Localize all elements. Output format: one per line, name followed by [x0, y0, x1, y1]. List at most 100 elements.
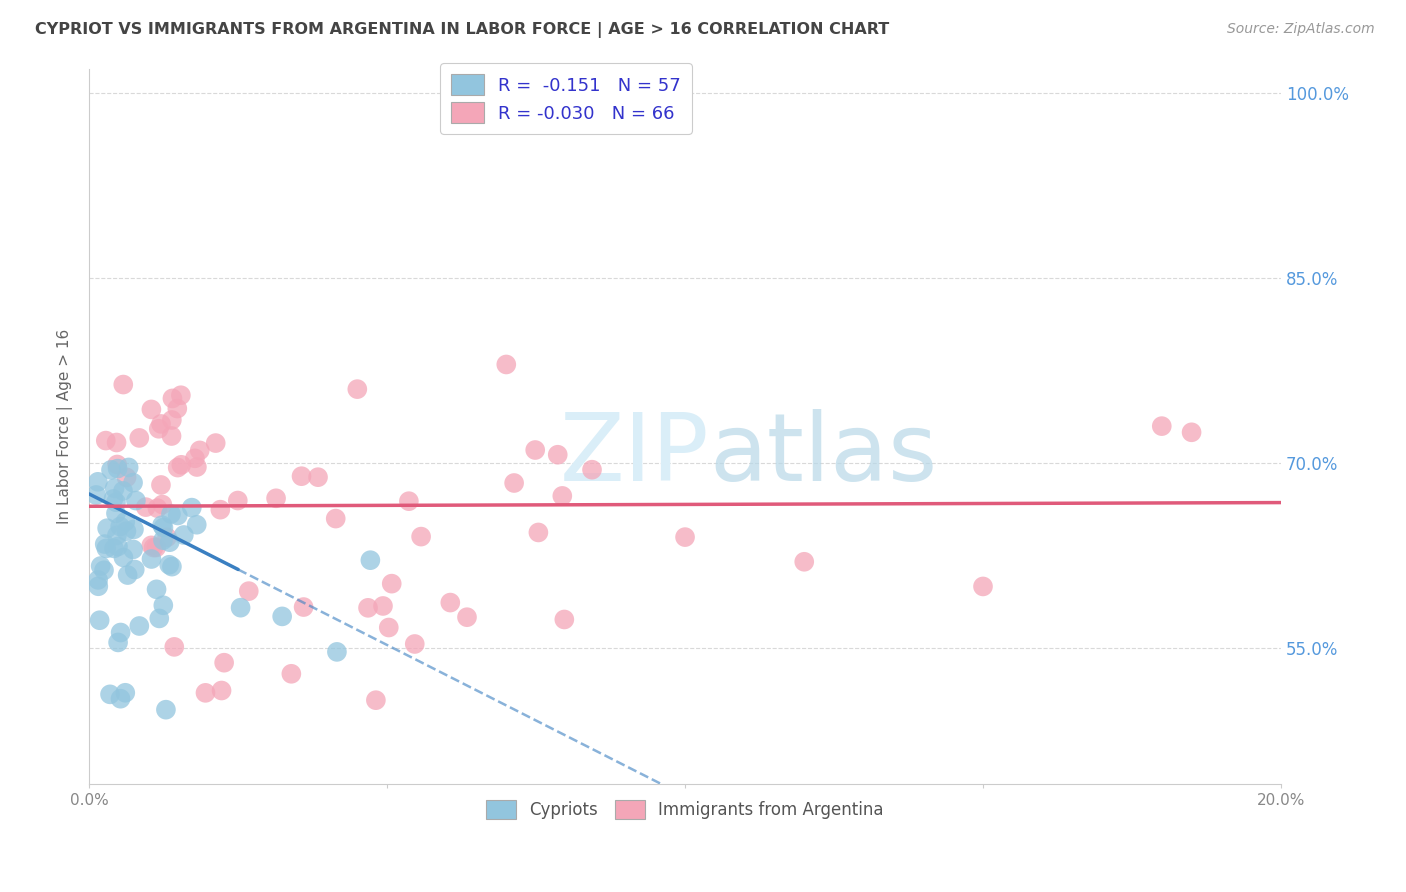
Point [150, 417, 173, 431]
Point [163, 640, 186, 654]
Point [186, 517, 208, 532]
Point [346, 382, 368, 396]
Point [152, 533, 174, 548]
Point [307, 470, 329, 484]
Point [105, 495, 128, 509]
Point [184, 451, 207, 466]
Point [972, 579, 994, 593]
Point [364, 693, 387, 707]
Point [155, 703, 177, 717]
Point [524, 442, 547, 457]
Point [229, 600, 252, 615]
Point [359, 553, 381, 567]
Point [103, 491, 125, 506]
Point [146, 501, 169, 516]
Point [110, 691, 132, 706]
Point [371, 599, 394, 613]
Point [793, 555, 815, 569]
Point [188, 443, 211, 458]
Point [148, 611, 170, 625]
Point [149, 478, 172, 492]
Point [128, 431, 150, 445]
Point [209, 502, 232, 516]
Point [141, 402, 163, 417]
Point [107, 540, 129, 554]
Point [378, 620, 401, 634]
Point [117, 568, 139, 582]
Point [404, 637, 426, 651]
Point [115, 470, 138, 484]
Point [103, 541, 125, 556]
Point [150, 518, 173, 533]
Point [166, 401, 188, 416]
Point [212, 656, 235, 670]
Text: ZIP: ZIP [560, 409, 709, 500]
Point [104, 481, 127, 495]
Point [145, 582, 167, 597]
Point [150, 498, 173, 512]
Point [1150, 419, 1173, 434]
Point [170, 388, 193, 402]
Point [108, 519, 131, 533]
Point [162, 392, 184, 406]
Point [114, 515, 136, 529]
Point [411, 530, 433, 544]
Point [290, 469, 312, 483]
Point [125, 493, 148, 508]
Point [160, 429, 183, 443]
Point [117, 460, 139, 475]
Point [128, 619, 150, 633]
Point [553, 612, 575, 626]
Point [495, 358, 517, 372]
Point [186, 460, 208, 475]
Point [105, 458, 128, 472]
Point [238, 584, 260, 599]
Point [159, 535, 181, 549]
Point [160, 413, 183, 427]
Point [326, 645, 349, 659]
Point [166, 460, 188, 475]
Point [439, 596, 461, 610]
Point [96, 521, 118, 535]
Point [581, 463, 603, 477]
Point [148, 422, 170, 436]
Point [170, 458, 193, 472]
Point [107, 635, 129, 649]
Point [166, 508, 188, 523]
Point [357, 600, 380, 615]
Point [142, 541, 165, 555]
Point [503, 475, 526, 490]
Point [226, 493, 249, 508]
Legend: Cypriots, Immigrants from Argentina: Cypriots, Immigrants from Argentina [479, 793, 890, 825]
Point [264, 491, 287, 506]
Point [104, 507, 127, 521]
Point [105, 528, 128, 542]
Point [112, 377, 135, 392]
Point [90, 559, 112, 574]
Point [115, 524, 138, 538]
Point [527, 525, 550, 540]
Point [271, 609, 294, 624]
Point [160, 559, 183, 574]
Point [87, 573, 110, 587]
Point [89, 613, 111, 627]
Point [87, 579, 110, 593]
Point [1180, 425, 1202, 440]
Text: CYPRIOT VS IMMIGRANTS FROM ARGENTINA IN LABOR FORCE | AGE > 16 CORRELATION CHART: CYPRIOT VS IMMIGRANTS FROM ARGENTINA IN … [35, 22, 890, 38]
Point [107, 461, 129, 475]
Point [110, 625, 132, 640]
Point [112, 550, 135, 565]
Point [204, 436, 226, 450]
Point [135, 500, 157, 515]
Point [173, 528, 195, 542]
Point [98, 687, 121, 701]
Point [141, 538, 163, 552]
Point [145, 541, 167, 555]
Point [152, 520, 174, 534]
Point [211, 683, 233, 698]
Point [551, 489, 574, 503]
Point [141, 552, 163, 566]
Point [547, 448, 569, 462]
Point [84, 488, 107, 502]
Point [122, 522, 145, 536]
